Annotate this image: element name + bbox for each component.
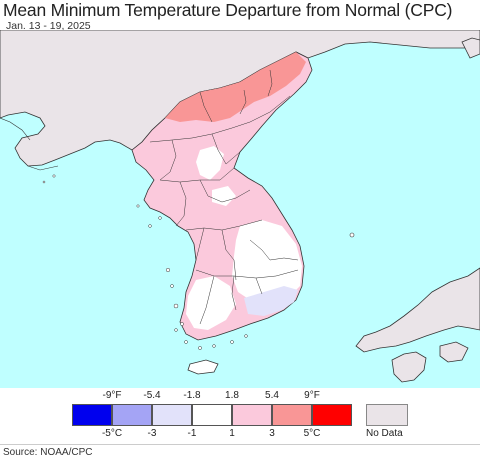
coastline bbox=[27, 165, 59, 171]
legend-c-label: -3 bbox=[147, 428, 157, 439]
legend-f-label: -1.8 bbox=[183, 390, 201, 401]
near-normal-region bbox=[196, 146, 224, 180]
legend-c-label: 5°C bbox=[303, 428, 321, 439]
legend-c-label: -5°C bbox=[101, 428, 123, 439]
legend: -9°F -5.4 -1.8 1.8 5.4 9°F -5°C -3 -1 1 … bbox=[0, 388, 480, 444]
page-title: Mean Minimum Temperature Departure from … bbox=[3, 0, 453, 20]
legend-nodata-swatch bbox=[366, 404, 408, 426]
japan-landmass bbox=[391, 351, 427, 383]
legend-f-label: -5.4 bbox=[143, 390, 161, 401]
ulleung-island bbox=[349, 232, 355, 238]
footer: Source: NOAA/CPC bbox=[0, 444, 480, 461]
near-normal-region bbox=[232, 220, 302, 300]
near-normal-region bbox=[186, 276, 236, 330]
date-range: Jan. 13 - 19, 2025 bbox=[6, 20, 91, 32]
japan-landmass bbox=[439, 341, 469, 363]
legend-swatch bbox=[192, 404, 232, 426]
legend-swatch bbox=[232, 404, 272, 426]
legend-nodata-label: No Data bbox=[366, 428, 403, 439]
source-credit: Source: NOAA/CPC bbox=[3, 447, 93, 458]
legend-swatch bbox=[272, 404, 312, 426]
legend-swatch bbox=[152, 404, 192, 426]
legend-swatch bbox=[72, 404, 112, 426]
map bbox=[0, 30, 480, 388]
legend-c-label: -1 bbox=[187, 428, 197, 439]
japan-landmass bbox=[355, 267, 480, 353]
japan-landmass bbox=[461, 37, 480, 59]
legend-swatch bbox=[312, 404, 352, 426]
legend-swatch bbox=[112, 404, 152, 426]
legend-f-label: 5.4 bbox=[265, 390, 279, 401]
coastline bbox=[0, 117, 31, 141]
legend-f-label: 1.8 bbox=[225, 390, 239, 401]
legend-f-label: 9°F bbox=[304, 390, 320, 401]
warm-anomaly-region bbox=[165, 52, 306, 122]
legend-c-label: 3 bbox=[269, 428, 275, 439]
legend-f-label: -9°F bbox=[102, 390, 122, 401]
jeju-island bbox=[187, 359, 219, 375]
cool-anomaly-region bbox=[244, 286, 298, 316]
near-normal-region bbox=[212, 186, 236, 206]
legend-c-label: 1 bbox=[229, 428, 235, 439]
